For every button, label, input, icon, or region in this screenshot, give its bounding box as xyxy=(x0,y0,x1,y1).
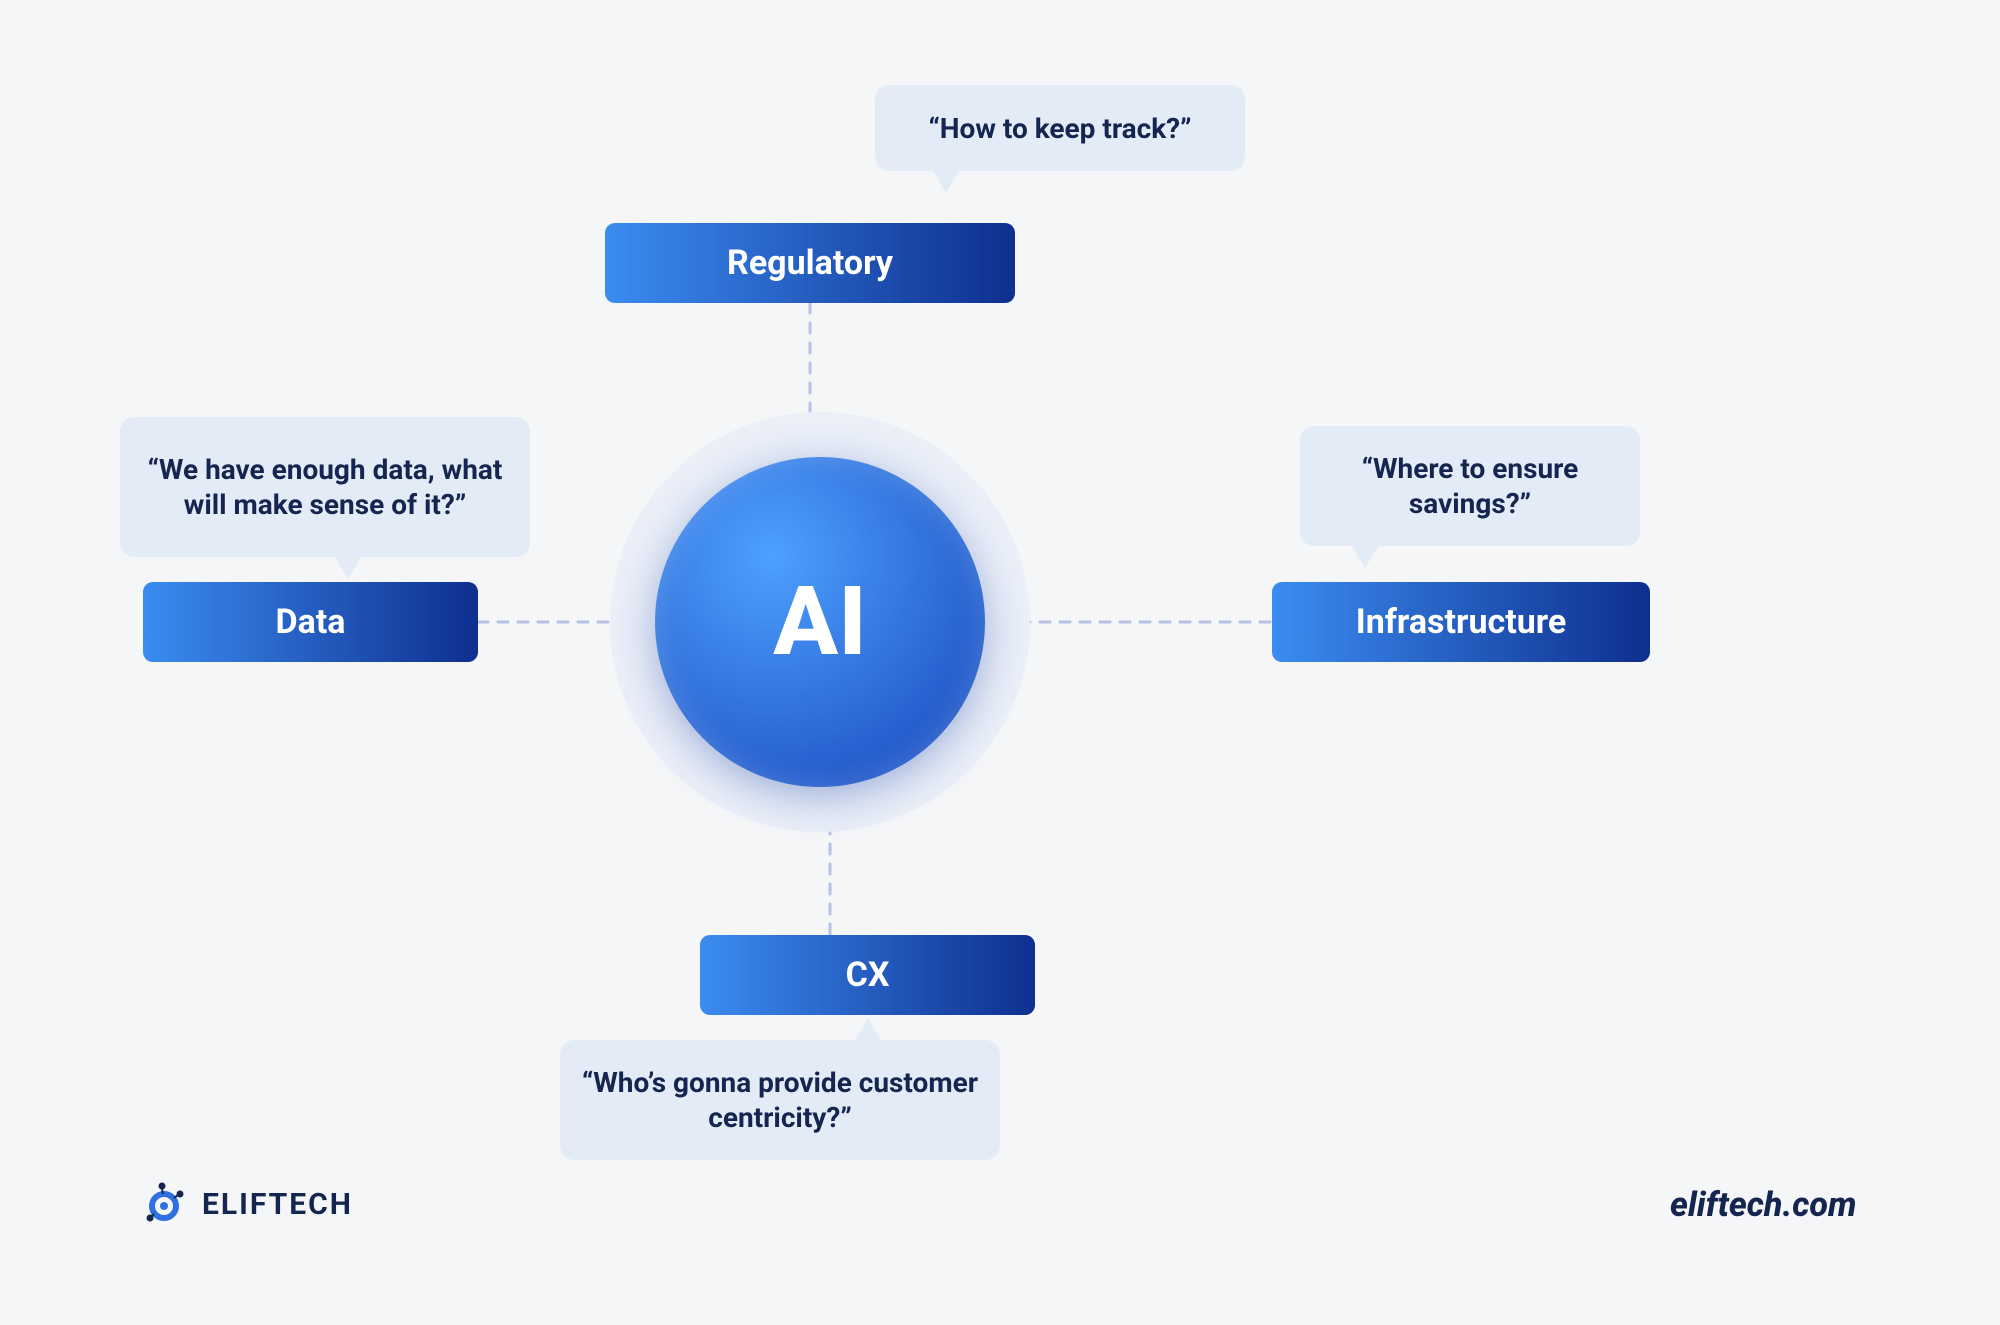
brand-logo: ELIFTECH xyxy=(140,1180,353,1228)
bubble-data-tail xyxy=(335,557,361,579)
bubble-cx: “Who’s gonna provide customer centricity… xyxy=(560,1040,1000,1160)
bubble-regulatory: “How to keep track?” xyxy=(875,85,1245,171)
bubble-data: “We have enough data, what will make sen… xyxy=(120,417,530,557)
brand-logo-icon xyxy=(140,1180,188,1228)
pill-data-label: Data xyxy=(276,602,346,642)
pill-cx-label: CX xyxy=(846,955,890,995)
brand-url: eliftech.com xyxy=(1670,1185,1856,1225)
center-ring: AI xyxy=(610,412,1030,832)
bubble-regulatory-tail xyxy=(933,171,959,193)
bubble-infrastructure-tail xyxy=(1352,546,1378,568)
bubble-data-text: “We have enough data, what will make sen… xyxy=(142,452,508,522)
pill-regulatory: Regulatory xyxy=(605,223,1015,303)
pill-cx: CX xyxy=(700,935,1035,1015)
diagram-canvas: AI Regulatory “How to keep track?” Data … xyxy=(0,0,2000,1325)
bubble-cx-text: “Who’s gonna provide customer centricity… xyxy=(582,1065,978,1135)
bubble-infrastructure: “Where to ensure savings?” xyxy=(1300,426,1640,546)
bubble-cx-tail xyxy=(855,1018,881,1040)
pill-data: Data xyxy=(143,582,478,662)
bubble-infrastructure-text: “Where to ensure savings?” xyxy=(1322,451,1618,521)
pill-regulatory-label: Regulatory xyxy=(727,243,893,283)
brand-name: ELIFTECH xyxy=(202,1187,353,1222)
bubble-regulatory-text: “How to keep track?” xyxy=(928,111,1191,146)
pill-infrastructure-label: Infrastructure xyxy=(1356,602,1567,642)
center-core: AI xyxy=(655,457,985,787)
center-label: AI xyxy=(773,566,866,678)
pill-infrastructure: Infrastructure xyxy=(1272,582,1650,662)
